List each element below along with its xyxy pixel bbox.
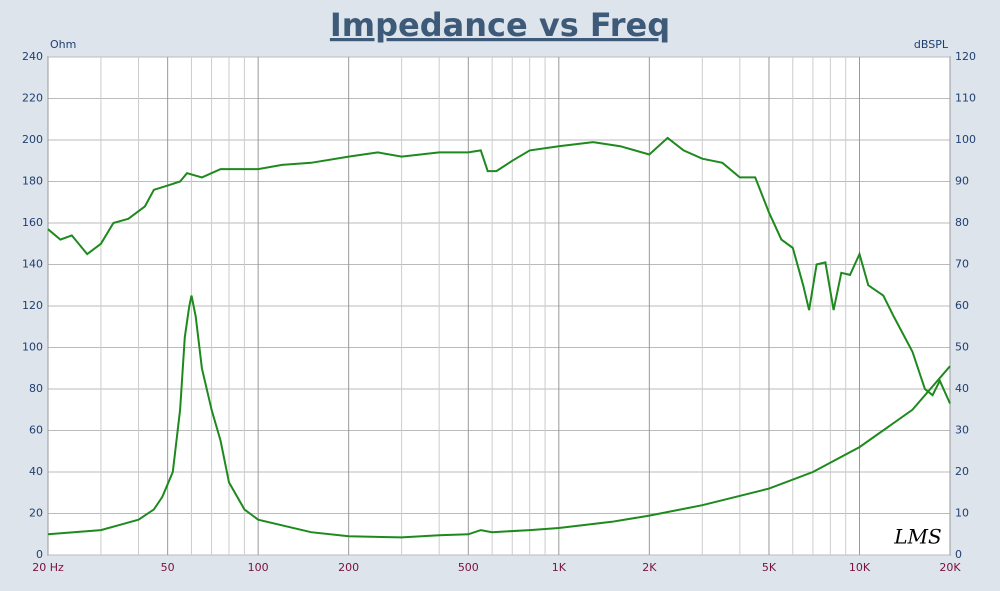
y-tick-label: 100 <box>22 341 43 354</box>
annotation: LMS <box>893 525 941 549</box>
y-tick-label: 20 <box>29 507 43 520</box>
y2-tick-label: 120 <box>955 50 976 63</box>
y-tick-label: 0 <box>36 548 43 561</box>
y-tick-label: 120 <box>22 299 43 312</box>
y-tick-label: 140 <box>22 258 43 271</box>
y-tick-label: 240 <box>22 50 43 63</box>
y2-tick-label: 100 <box>955 133 976 146</box>
y-tick-label: 220 <box>22 92 43 105</box>
y-tick-label: 60 <box>29 424 43 437</box>
y2-tick-label: 0 <box>955 548 962 561</box>
x-tick-label: 200 <box>338 561 359 574</box>
x-tick-label: 20 Hz <box>32 561 64 574</box>
y-tick-label: 40 <box>29 465 43 478</box>
data-line <box>47 136 951 404</box>
y-tick-label: 80 <box>29 382 43 395</box>
y2-tick-label: 10 <box>955 507 969 520</box>
x-tick-label: 100 <box>248 561 269 574</box>
y-axis-label: Ohm <box>50 38 76 51</box>
chart-title: Impedance vs Freq <box>330 6 670 44</box>
y2-tick-label: 20 <box>955 465 969 478</box>
x-tick-label: 5K <box>762 561 777 574</box>
x-tick-label: 500 <box>458 561 479 574</box>
y-tick-label: 160 <box>22 216 43 229</box>
y2-tick-label: 80 <box>955 216 969 229</box>
y2-tick-label: 50 <box>955 341 969 354</box>
y2-tick-label: 60 <box>955 299 969 312</box>
x-tick-label: 10K <box>849 561 871 574</box>
y2-axis-label: dBSPL <box>914 38 949 51</box>
x-tick-label: 1K <box>552 561 567 574</box>
y2-tick-label: 40 <box>955 382 969 395</box>
y-tick-label: 200 <box>22 133 43 146</box>
x-tick-label: 20K <box>939 561 961 574</box>
y2-tick-label: 110 <box>955 92 976 105</box>
data-line <box>47 295 951 539</box>
y2-tick-label: 30 <box>955 424 969 437</box>
y2-tick-label: 70 <box>955 258 969 271</box>
x-tick-label: 2K <box>642 561 657 574</box>
y-tick-label: 180 <box>22 175 43 188</box>
y2-tick-label: 90 <box>955 175 969 188</box>
x-tick-label: 50 <box>161 561 175 574</box>
